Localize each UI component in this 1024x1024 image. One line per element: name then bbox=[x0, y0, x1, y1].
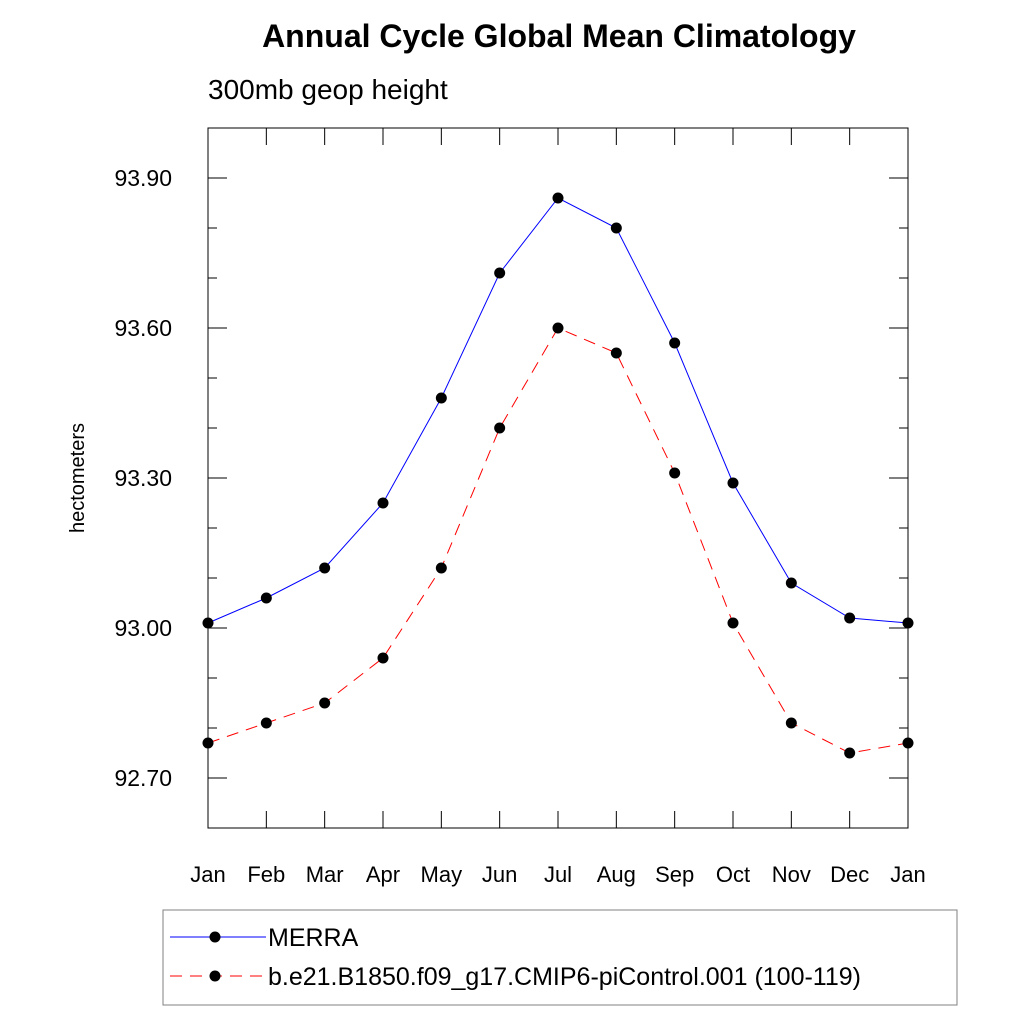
data-point-series-1 bbox=[435, 562, 447, 574]
x-tick-label: Oct bbox=[716, 862, 750, 887]
x-tick-label: Jun bbox=[482, 862, 517, 887]
data-point-series-0 bbox=[552, 192, 564, 204]
x-tick-label: Nov bbox=[772, 862, 811, 887]
plot-frame bbox=[207, 127, 909, 829]
data-point-series-1 bbox=[494, 422, 506, 434]
chart-title: Annual Cycle Global Mean Climatology bbox=[262, 18, 856, 54]
y-tick-label: 93.60 bbox=[114, 315, 172, 341]
data-point-series-1 bbox=[377, 652, 389, 664]
x-tick-label: Jul bbox=[544, 862, 572, 887]
axis-ticks: Jan Feb Mar Apr May Jun Jul Aug Sep Oct Nov Dec Jan 9… bbox=[114, 128, 926, 887]
x-tick-label: Apr bbox=[366, 862, 400, 887]
data-point-series-1 bbox=[844, 747, 856, 759]
legend-marker-merra bbox=[209, 931, 221, 943]
data-point-series-0 bbox=[785, 577, 797, 589]
x-tick-label: Feb bbox=[247, 862, 285, 887]
data-point-series-1 bbox=[727, 617, 739, 629]
series-line-0 bbox=[207, 197, 909, 624]
y-tick-label: 93.00 bbox=[114, 615, 172, 641]
x-tick-label: Sep bbox=[655, 862, 694, 887]
data-point-series-1 bbox=[319, 697, 331, 709]
chart-subtitle: 300mb geop height bbox=[208, 74, 448, 105]
data-point-series-1 bbox=[785, 717, 797, 729]
legend-label-merra: MERRA bbox=[268, 924, 359, 952]
x-tick-label: Jan bbox=[190, 862, 225, 887]
data-point-series-0 bbox=[319, 562, 331, 574]
y-tick-label: 92.70 bbox=[114, 765, 172, 791]
data-point-series-0 bbox=[669, 337, 681, 349]
data-point-series-1 bbox=[552, 322, 564, 334]
data-point-series-1 bbox=[669, 467, 681, 479]
data-point-series-1 bbox=[902, 737, 914, 749]
data-point-series-0 bbox=[260, 592, 272, 604]
x-tick-label: Aug bbox=[597, 862, 636, 887]
y-tick-label: 93.30 bbox=[114, 465, 172, 491]
series-layer bbox=[202, 192, 914, 759]
data-point-series-1 bbox=[260, 717, 272, 729]
y-tick-label: 93.90 bbox=[114, 165, 172, 191]
data-point-series-0 bbox=[377, 497, 389, 509]
data-point-series-0 bbox=[435, 392, 447, 404]
y-axis-label: hectometers bbox=[67, 423, 89, 533]
data-point-series-0 bbox=[494, 267, 506, 279]
data-point-series-0 bbox=[902, 617, 914, 629]
x-tick-label: Mar bbox=[306, 862, 344, 887]
data-point-series-0 bbox=[844, 612, 856, 624]
data-point-series-1 bbox=[610, 347, 622, 359]
legend-label-cmip6: b.e21.B1850.f09_g17.CMIP6-piControl.001 … bbox=[268, 963, 861, 991]
x-tick-label: Dec bbox=[830, 862, 869, 887]
legend-marker-cmip6 bbox=[209, 970, 221, 982]
series-line-1 bbox=[207, 327, 909, 754]
data-point-series-0 bbox=[610, 222, 622, 234]
x-tick-label: May bbox=[421, 862, 463, 887]
legend-box bbox=[162, 909, 958, 1006]
data-point-series-0 bbox=[727, 477, 739, 489]
legend: MERRA b.e21.B1850.f09_g17.CMIP6-piContro… bbox=[162, 909, 958, 1006]
x-tick-label: Jan bbox=[890, 862, 925, 887]
data-point-series-1 bbox=[202, 737, 214, 749]
data-point-series-0 bbox=[202, 617, 214, 629]
